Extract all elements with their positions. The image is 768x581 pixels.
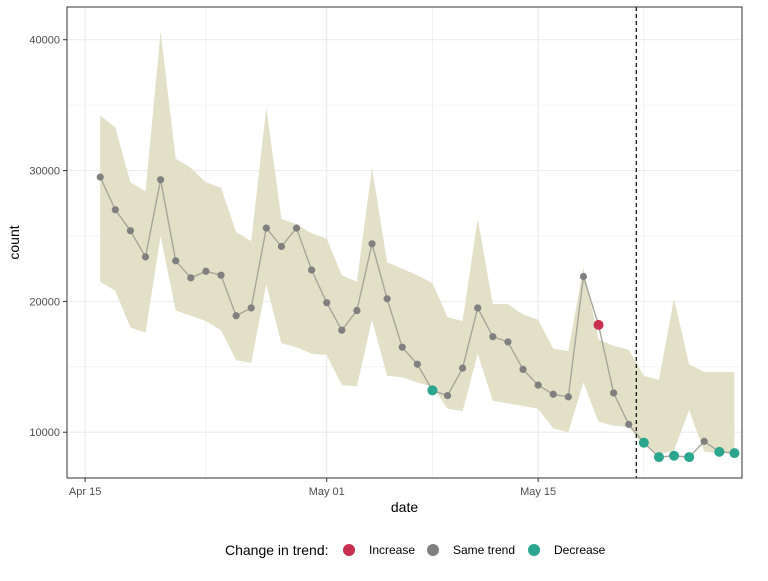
data-point-same bbox=[610, 389, 618, 397]
data-point-same bbox=[247, 304, 255, 312]
data-point-same bbox=[368, 240, 376, 248]
x-tick-label: May 15 bbox=[520, 486, 556, 498]
data-point-decrease bbox=[427, 385, 438, 396]
data-point-same bbox=[474, 304, 482, 312]
data-point-same bbox=[383, 295, 391, 303]
data-point-same bbox=[202, 267, 210, 275]
legend: Change in trend: Increase Same trend Dec… bbox=[225, 542, 606, 558]
confidence-ribbon bbox=[100, 31, 735, 455]
legend-key-increase bbox=[343, 544, 355, 556]
data-point-same bbox=[504, 338, 512, 346]
data-point-same bbox=[398, 343, 406, 351]
data-point-same bbox=[277, 242, 286, 251]
data-point-same bbox=[308, 266, 316, 274]
data-point-decrease bbox=[684, 452, 695, 463]
legend-label-increase: Increase bbox=[369, 543, 415, 557]
y-axis-title: count bbox=[6, 225, 22, 259]
legend-label-decrease: Decrease bbox=[554, 543, 606, 557]
data-point-same bbox=[157, 176, 165, 184]
x-tick-label: Apr 15 bbox=[69, 486, 101, 498]
panel-border bbox=[66, 6, 743, 479]
data-point-same bbox=[579, 272, 588, 281]
legend-label-same-trend: Same trend bbox=[453, 543, 515, 557]
data-point-same bbox=[700, 437, 708, 445]
data-point-same bbox=[172, 257, 180, 265]
data-point-same bbox=[96, 173, 104, 181]
data-point-decrease bbox=[714, 446, 725, 457]
data-point-same bbox=[549, 390, 557, 398]
data-point-same bbox=[232, 312, 240, 320]
data-point-same bbox=[443, 391, 452, 400]
data-point-increase bbox=[593, 319, 604, 330]
data-point-decrease bbox=[653, 452, 664, 463]
confidence-ribbon-layer bbox=[100, 31, 735, 455]
data-point-same bbox=[111, 206, 119, 214]
axis-layer: 10000 20000 30000 40000 Apr 15 May 01 May 15 bbox=[29, 35, 556, 498]
data-point-same bbox=[323, 299, 331, 307]
data-point-same bbox=[625, 420, 633, 428]
x-axis-title: date bbox=[391, 499, 418, 515]
data-point-same bbox=[141, 253, 150, 261]
data-point-same bbox=[217, 271, 225, 279]
x-tick-label: May 01 bbox=[309, 486, 345, 498]
data-point-same bbox=[459, 364, 467, 372]
data-point-same bbox=[564, 393, 572, 401]
data-point-same bbox=[262, 224, 270, 232]
data-point-same bbox=[187, 274, 195, 282]
legend-key-decrease bbox=[528, 544, 540, 556]
data-point-decrease bbox=[638, 437, 649, 448]
y-tick-label: 30000 bbox=[29, 166, 60, 178]
y-tick-label: 20000 bbox=[29, 296, 60, 308]
data-point-same bbox=[413, 360, 421, 368]
data-point-same bbox=[338, 326, 346, 334]
data-point-decrease bbox=[669, 450, 680, 461]
data-point-same bbox=[353, 306, 361, 315]
data-point-same bbox=[519, 365, 527, 374]
legend-key-same-trend bbox=[427, 544, 439, 556]
data-point-same bbox=[534, 381, 542, 389]
legend-title: Change in trend: bbox=[225, 542, 329, 558]
y-tick-label: 40000 bbox=[29, 35, 60, 47]
data-point-decrease bbox=[729, 448, 740, 459]
data-point-layer bbox=[96, 173, 740, 463]
y-tick-label: 10000 bbox=[29, 427, 60, 439]
data-point-same bbox=[126, 227, 135, 235]
data-point-same bbox=[292, 224, 301, 232]
data-point-same bbox=[489, 333, 497, 341]
